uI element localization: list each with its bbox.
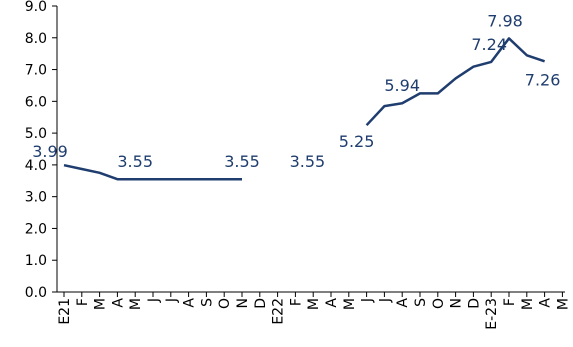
x-tick-label: J bbox=[360, 298, 376, 303]
x-tick-label: E-23 bbox=[484, 298, 500, 330]
x-tick-label: O bbox=[431, 298, 447, 309]
series-group bbox=[63, 37, 546, 181]
x-tick-label: J bbox=[164, 298, 180, 303]
x-tick-label: O bbox=[217, 298, 233, 309]
data-label: 3.55 bbox=[224, 152, 260, 171]
series-line-segment bbox=[365, 37, 546, 127]
y-tick-label: 3.0 bbox=[25, 190, 47, 206]
x-tick-label: J bbox=[146, 298, 162, 303]
x-tick-label: M bbox=[306, 298, 322, 310]
y-tick-label: 8.0 bbox=[25, 31, 47, 47]
x-axis: E21 F M A M J J A S O N D E22 F M A M J J A S O N D E-23 F M A M bbox=[57, 291, 571, 330]
data-label: 3.55 bbox=[290, 152, 326, 171]
x-tick-label: J bbox=[377, 298, 393, 303]
x-tick-label: A bbox=[395, 298, 411, 308]
y-tick-label: 7.0 bbox=[25, 63, 47, 79]
data-label: 7.24 bbox=[471, 35, 507, 54]
series-line-segment bbox=[63, 163, 242, 181]
data-label: 3.99 bbox=[32, 142, 68, 161]
x-tick-label: M bbox=[555, 298, 571, 310]
data-labels-group: 3.99 3.55 3.55 3.55 5.25 5.94 7.24 7.98 7.26 bbox=[32, 11, 560, 171]
data-label: 7.98 bbox=[487, 11, 523, 30]
x-tick-label: F bbox=[288, 298, 304, 306]
x-tick-label: A bbox=[324, 298, 340, 308]
y-tick-label: 2.0 bbox=[25, 221, 47, 237]
x-tick-label: M bbox=[520, 298, 536, 310]
data-label: 5.25 bbox=[339, 132, 375, 151]
x-tick-label: S bbox=[199, 298, 215, 307]
x-tick-label: A bbox=[110, 298, 126, 308]
y-tick-label: 1.0 bbox=[25, 253, 47, 269]
x-tick-label: A bbox=[538, 298, 554, 308]
data-label: 3.55 bbox=[117, 152, 153, 171]
x-tick-label: A bbox=[182, 298, 198, 308]
x-tick-label: S bbox=[413, 298, 429, 307]
x-tick-label: M bbox=[342, 298, 358, 310]
data-label: 7.26 bbox=[525, 70, 561, 89]
y-axis: 0.0 1.0 2.0 3.0 4.0 5.0 6.0 7.0 8.0 9.0 bbox=[25, 0, 58, 301]
x-tick-label: M bbox=[128, 298, 144, 310]
x-tick-label: M bbox=[93, 298, 109, 310]
x-tick-label: D bbox=[253, 298, 269, 309]
x-tick-label: E21 bbox=[57, 298, 73, 325]
y-tick-label: 4.0 bbox=[25, 158, 47, 174]
x-tick-label: F bbox=[502, 298, 518, 306]
data-label: 5.94 bbox=[384, 76, 420, 95]
y-tick-label: 0.0 bbox=[25, 285, 47, 301]
x-tick-label: N bbox=[235, 298, 251, 308]
x-tick-label: F bbox=[75, 298, 91, 306]
y-tick-label: 6.0 bbox=[25, 94, 47, 110]
x-tick-label: E22 bbox=[271, 298, 287, 325]
y-tick-label: 5.0 bbox=[25, 126, 47, 142]
y-tick-label: 9.0 bbox=[25, 0, 47, 15]
x-tick-label: N bbox=[449, 298, 465, 308]
x-tick-label: D bbox=[466, 298, 482, 309]
